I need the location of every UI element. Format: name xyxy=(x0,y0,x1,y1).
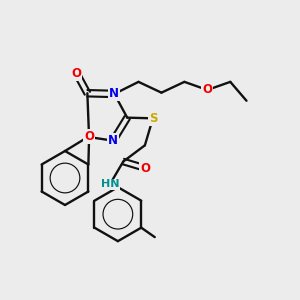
Text: S: S xyxy=(148,112,157,125)
Text: O: O xyxy=(202,83,212,97)
Text: O: O xyxy=(71,67,81,80)
Text: HN: HN xyxy=(100,179,119,190)
Text: O: O xyxy=(84,130,94,143)
Text: N: N xyxy=(109,87,119,101)
Text: O: O xyxy=(140,162,150,175)
Text: N: N xyxy=(108,134,118,147)
